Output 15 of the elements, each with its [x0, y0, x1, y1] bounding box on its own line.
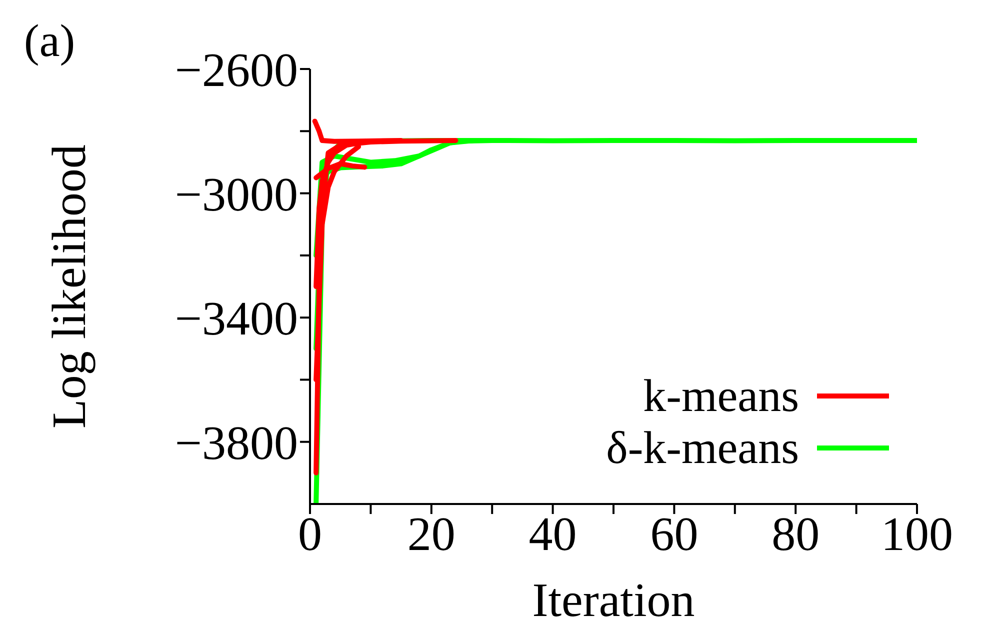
y-tick-label: −2600 [174, 44, 298, 98]
legend-label: δ-k-means [606, 422, 799, 474]
x-tick-label: 0 [298, 508, 322, 562]
x-tick-label: 40 [528, 508, 577, 562]
y-tick-label: −3800 [174, 416, 298, 470]
x-axis-title: Iteration [532, 574, 695, 627]
x-tick-label: 20 [407, 508, 456, 562]
x-tick-label: 100 [881, 508, 953, 562]
y-axis-title: Log likelihood [43, 144, 96, 428]
y-tick-label: −3400 [174, 292, 298, 346]
x-tick-label: 60 [650, 508, 698, 562]
y-tick-label: −3000 [174, 168, 298, 222]
legend-label: k-means [643, 370, 799, 422]
chart-title: (a) [24, 14, 76, 67]
x-tick-label: 80 [772, 508, 820, 562]
